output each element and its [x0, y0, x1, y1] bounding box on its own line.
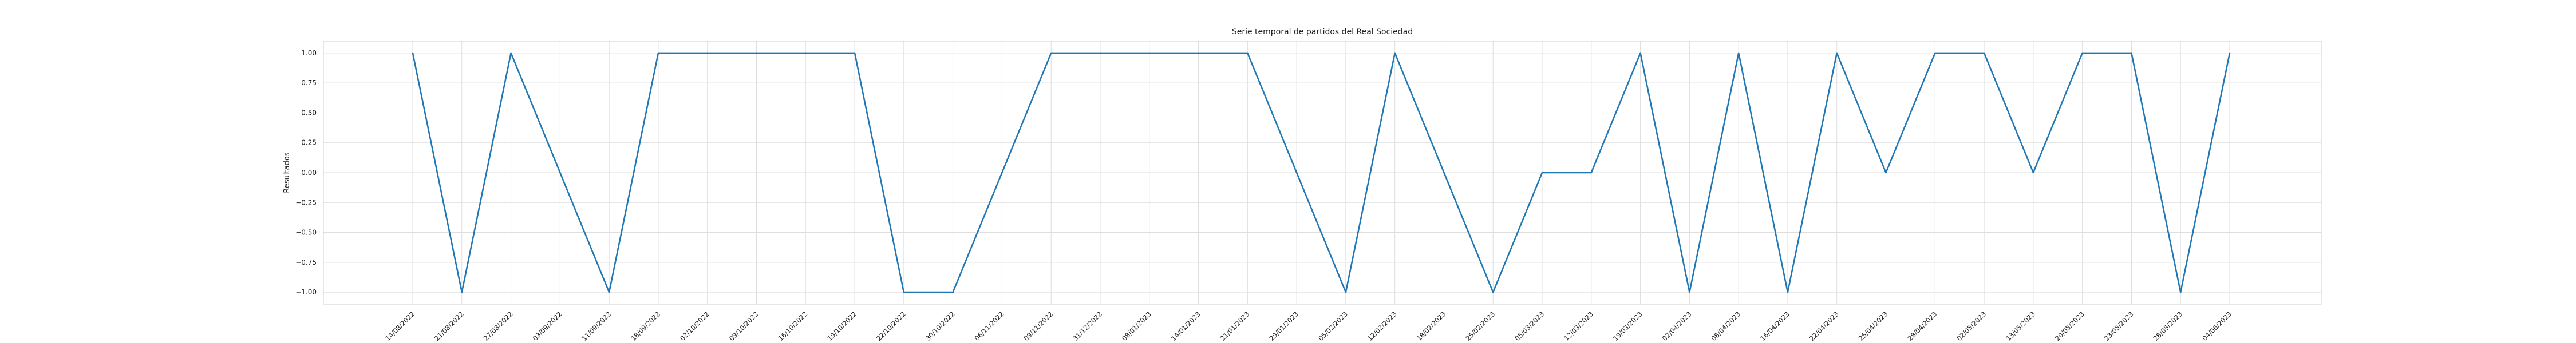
- data-point: [1836, 52, 1838, 54]
- y-axis-ticks: −1.00 −0.75 −0.50 −0.25 0.00 0.25 0.50 0.75 1.00: [295, 49, 317, 296]
- x-tick-label: 06/11/2022: [973, 310, 1006, 342]
- data-point: [1787, 291, 1789, 293]
- x-tick-label: 12/03/2023: [1562, 310, 1595, 342]
- x-tick-label: 16/10/2022: [777, 310, 809, 342]
- data-point: [1148, 52, 1151, 54]
- data-point: [1295, 172, 1298, 174]
- data-point: [1099, 52, 1101, 54]
- data-point: [854, 52, 856, 54]
- data-point: [608, 291, 610, 293]
- data-point: [559, 172, 561, 174]
- x-tick-label: 09/10/2022: [728, 310, 760, 342]
- x-tick-label: 19/03/2023: [1611, 310, 1644, 342]
- x-tick-label: 12/02/2023: [1366, 310, 1398, 342]
- results-series-line: [412, 52, 2231, 293]
- data-point: [510, 52, 512, 54]
- x-tick-label: 28/05/2023: [2152, 310, 2184, 342]
- data-point: [804, 52, 807, 54]
- x-tick-label: 02/04/2023: [1661, 310, 1693, 342]
- x-tick-label: 28/04/2023: [1906, 310, 1939, 342]
- x-tick-label: 04/06/2023: [2200, 310, 2233, 342]
- data-point: [1198, 52, 1199, 54]
- data-point: [2032, 172, 2034, 174]
- data-point: [1443, 172, 1445, 174]
- data-point: [1001, 172, 1003, 174]
- x-tick-label: 21/08/2022: [433, 310, 465, 342]
- data-point: [1492, 291, 1494, 293]
- x-tick-label: 22/10/2022: [875, 310, 907, 342]
- data-point: [952, 291, 954, 293]
- data-point: [903, 291, 905, 293]
- y-axis-label: Resultados: [283, 152, 291, 193]
- data-point: [1885, 172, 1887, 174]
- data-point: [2179, 291, 2182, 293]
- y-tick-label: −0.50: [295, 229, 317, 237]
- x-tick-label: 11/09/2022: [580, 310, 613, 342]
- x-tick-label: 14/08/2022: [384, 310, 416, 342]
- x-tick-label: 02/05/2023: [1955, 310, 1988, 342]
- x-axis-ticks: 14/08/2022 21/08/2022 27/08/2022 03/09/2022…: [384, 310, 2233, 342]
- x-tick-label: 16/04/2023: [1759, 310, 1791, 342]
- y-tick-label: 0.00: [301, 169, 317, 177]
- data-point: [1345, 291, 1347, 293]
- y-tick-label: 0.75: [301, 79, 317, 87]
- y-tick-label: −0.25: [295, 198, 317, 206]
- data-point: [1983, 52, 1985, 54]
- data-point: [657, 52, 659, 54]
- x-tick-label: 29/01/2023: [1267, 310, 1300, 342]
- data-point: [461, 291, 463, 293]
- x-tick-label: 18/02/2023: [1415, 310, 1448, 342]
- x-tick-label: 22/04/2023: [1808, 310, 1840, 342]
- x-tick-label: 19/10/2022: [825, 310, 858, 342]
- x-tick-label: 05/03/2023: [1513, 310, 1546, 342]
- x-tick-label: 08/01/2023: [1120, 310, 1153, 342]
- y-tick-label: 0.50: [301, 109, 317, 117]
- y-tick-label: 1.00: [301, 49, 317, 57]
- data-point: [412, 52, 414, 54]
- plot-frame: [323, 41, 2322, 305]
- x-tick-label: 25/04/2023: [1857, 310, 1890, 342]
- data-point: [706, 52, 709, 54]
- x-tick-label: 18/09/2022: [629, 310, 662, 342]
- x-tick-label: 30/10/2022: [924, 310, 957, 342]
- x-tick-label: 23/05/2023: [2103, 310, 2135, 342]
- data-point: [756, 52, 757, 54]
- chart-title: Serie temporal de partidos del Real Soci…: [1232, 27, 1413, 37]
- data-point: [2131, 52, 2132, 54]
- x-tick-label: 13/05/2023: [2004, 310, 2037, 342]
- grid: [323, 41, 2321, 304]
- series-layer: [412, 52, 2231, 293]
- x-tick-label: 02/10/2022: [678, 310, 711, 342]
- x-tick-label: 08/04/2023: [1710, 310, 1743, 342]
- data-point: [1639, 52, 1641, 54]
- x-tick-label: 25/02/2023: [1464, 310, 1497, 342]
- data-point: [1050, 52, 1052, 54]
- x-tick-label: 20/05/2023: [2053, 310, 2086, 342]
- data-point: [1394, 52, 1396, 54]
- data-point: [1934, 52, 1936, 54]
- y-tick-label: −1.00: [295, 288, 317, 296]
- x-tick-label: 27/08/2022: [482, 310, 515, 342]
- data-point: [1737, 52, 1740, 54]
- x-tick-label: 21/01/2023: [1219, 310, 1251, 342]
- x-tick-label: 14/01/2023: [1170, 310, 1202, 342]
- x-tick-label: 05/02/2023: [1317, 310, 1349, 342]
- data-point: [1689, 291, 1690, 293]
- data-point: [1541, 172, 1543, 174]
- data-point: [1590, 172, 1593, 174]
- y-tick-label: −0.75: [295, 258, 317, 266]
- data-point: [1247, 52, 1249, 54]
- data-point: [2081, 52, 2083, 54]
- x-tick-label: 03/09/2022: [531, 310, 564, 342]
- data-point: [2229, 52, 2231, 54]
- y-tick-label: 0.25: [301, 139, 317, 147]
- x-tick-label: 31/12/2022: [1071, 310, 1104, 342]
- x-tick-label: 09/11/2022: [1022, 310, 1055, 342]
